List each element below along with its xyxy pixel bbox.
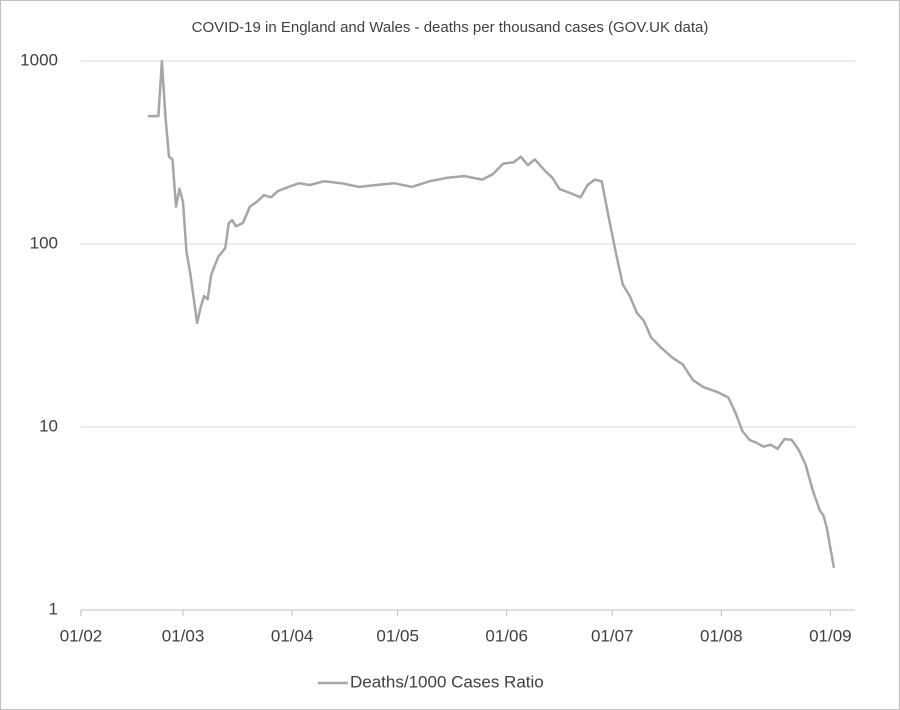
x-tick-label: 01/03 xyxy=(162,626,205,645)
x-tick-label: 01/02 xyxy=(60,626,103,645)
x-tick-label: 01/08 xyxy=(700,626,743,645)
y-tick-label: 1 xyxy=(49,599,58,618)
data-line xyxy=(147,59,836,569)
y-tick-label: 1000 xyxy=(20,50,58,69)
y-tick-label: 10 xyxy=(39,416,58,435)
legend-label: Deaths/1000 Cases Ratio xyxy=(350,672,544,691)
x-tick-label: 01/07 xyxy=(591,626,634,645)
x-tick-label: 01/04 xyxy=(271,626,314,645)
x-tick-label: 01/05 xyxy=(376,626,419,645)
x-tick-label: 01/09 xyxy=(809,626,852,645)
x-tick-label: 01/06 xyxy=(485,626,528,645)
y-tick-label: 100 xyxy=(30,233,58,252)
chart-title: COVID-19 in England and Wales - deaths p… xyxy=(192,19,709,36)
